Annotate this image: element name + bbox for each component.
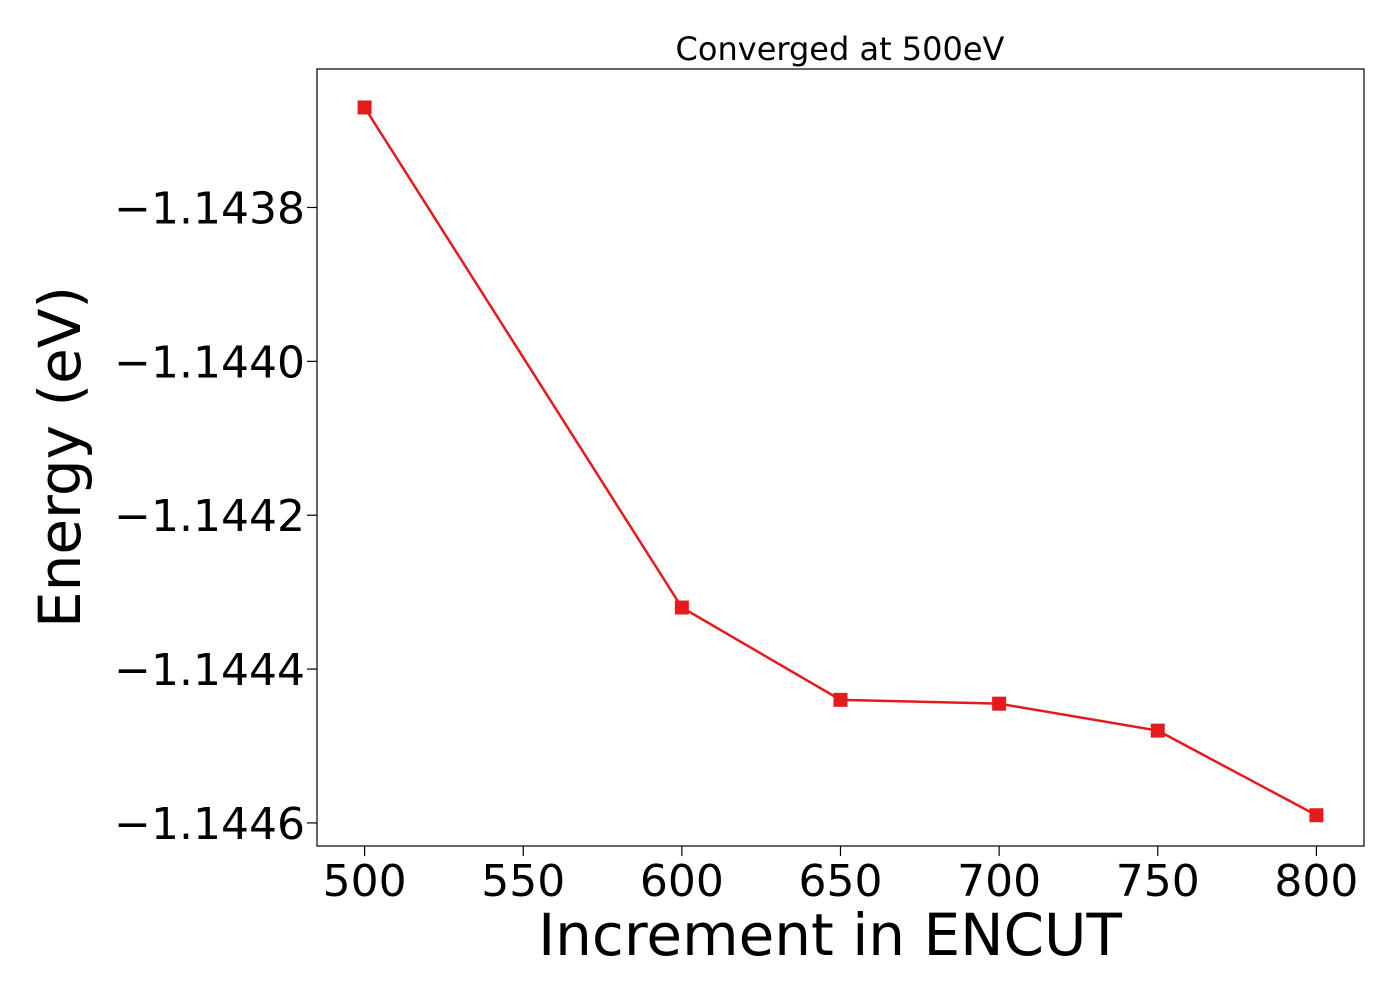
data-point <box>833 692 848 707</box>
x-axis-label: Increment in ENCUT <box>538 901 1122 969</box>
x-tick-label: 750 <box>1116 856 1200 907</box>
y-tick-label: −1.1442 <box>114 491 305 542</box>
series-layer <box>357 100 1324 823</box>
x-tick-label: 600 <box>640 856 724 907</box>
y-tick-label: −1.1440 <box>114 337 305 388</box>
x-tick-label: 800 <box>1274 856 1358 907</box>
x-axis: 500 550 600 650 700 750 800 <box>323 846 1358 907</box>
plot-frame <box>316 68 1365 847</box>
chart-title: Converged at 500eV <box>676 30 1005 68</box>
plot-area: 500 550 600 650 700 750 800 −1.1438−1.1440−1.1… <box>114 68 1365 907</box>
data-point <box>674 600 689 615</box>
x-tick-label: 650 <box>799 856 883 907</box>
series-line <box>363 106 1317 817</box>
y-tick-label: −1.1444 <box>114 645 305 696</box>
data-point <box>1309 808 1324 823</box>
y-tick-label: −1.1438 <box>114 183 305 234</box>
x-tick-label: 700 <box>957 856 1041 907</box>
y-axis: −1.1438 −1.1440 −1.1442 −1.1444 −1.1446 <box>114 183 317 850</box>
y-tick-label: −1.1446 <box>114 799 305 850</box>
x-tick-label: 500 <box>323 856 407 907</box>
data-point <box>1150 723 1165 738</box>
data-point <box>357 100 372 115</box>
y-axis-label: Energy (eV) <box>26 286 94 628</box>
data-point <box>992 696 1007 711</box>
x-tick-label: 550 <box>481 856 565 907</box>
